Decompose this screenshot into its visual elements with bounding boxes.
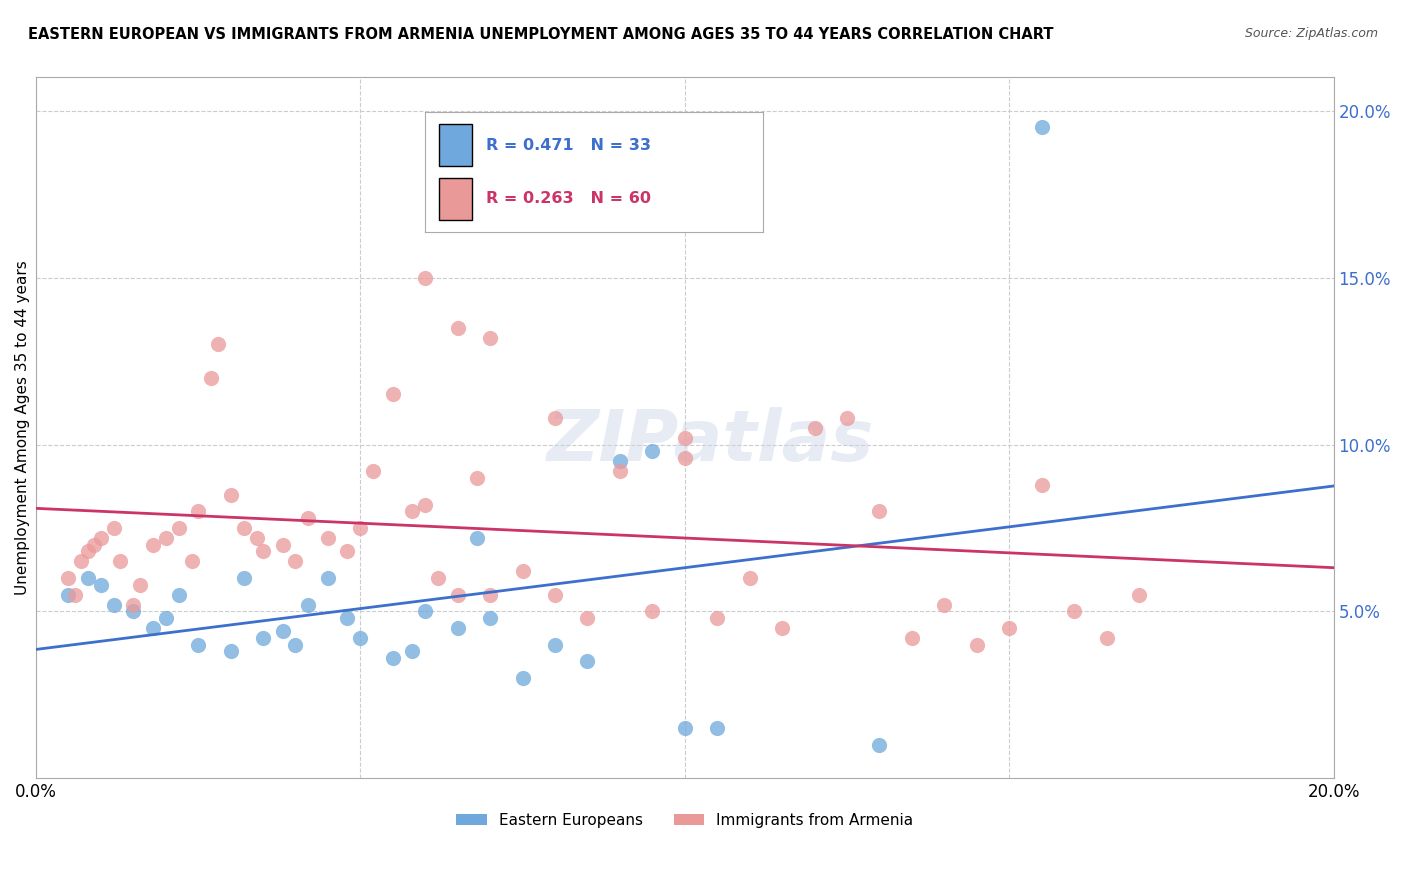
Point bbox=[934, 598, 956, 612]
Legend: Eastern Europeans, Immigrants from Armenia: Eastern Europeans, Immigrants from Armen… bbox=[450, 806, 920, 834]
Point bbox=[271, 538, 294, 552]
Point bbox=[1095, 631, 1118, 645]
Point bbox=[271, 624, 294, 639]
Point bbox=[401, 504, 423, 518]
Point bbox=[284, 638, 307, 652]
Point bbox=[673, 721, 696, 735]
Point bbox=[609, 454, 631, 468]
Point bbox=[103, 521, 125, 535]
Point bbox=[966, 638, 988, 652]
Point bbox=[401, 644, 423, 658]
Y-axis label: Unemployment Among Ages 35 to 44 years: Unemployment Among Ages 35 to 44 years bbox=[15, 260, 31, 595]
Point bbox=[167, 521, 190, 535]
Point bbox=[155, 531, 177, 545]
Point bbox=[544, 588, 567, 602]
Point bbox=[1063, 604, 1085, 618]
Point bbox=[155, 611, 177, 625]
Point bbox=[413, 270, 436, 285]
Point bbox=[512, 671, 534, 685]
Point bbox=[673, 450, 696, 465]
Point bbox=[381, 387, 404, 401]
Point bbox=[544, 410, 567, 425]
Text: Source: ZipAtlas.com: Source: ZipAtlas.com bbox=[1244, 27, 1378, 40]
Point bbox=[349, 631, 371, 645]
Point bbox=[122, 604, 145, 618]
Point bbox=[381, 651, 404, 665]
Point bbox=[544, 638, 567, 652]
Point bbox=[576, 611, 599, 625]
Point bbox=[673, 431, 696, 445]
Point bbox=[349, 521, 371, 535]
Text: EASTERN EUROPEAN VS IMMIGRANTS FROM ARMENIA UNEMPLOYMENT AMONG AGES 35 TO 44 YEA: EASTERN EUROPEAN VS IMMIGRANTS FROM ARME… bbox=[28, 27, 1053, 42]
Point bbox=[200, 371, 222, 385]
Point bbox=[465, 531, 488, 545]
Point bbox=[245, 531, 267, 545]
Point bbox=[901, 631, 924, 645]
Point bbox=[609, 464, 631, 478]
Point bbox=[252, 631, 274, 645]
Point bbox=[252, 544, 274, 558]
Point bbox=[90, 531, 112, 545]
Point bbox=[232, 571, 254, 585]
Point bbox=[803, 421, 825, 435]
Point bbox=[187, 638, 209, 652]
Point bbox=[58, 588, 80, 602]
Point bbox=[76, 571, 98, 585]
Point bbox=[316, 571, 339, 585]
Point bbox=[641, 444, 664, 458]
Point bbox=[180, 554, 202, 568]
Point bbox=[706, 611, 728, 625]
Text: ZIPatlas: ZIPatlas bbox=[547, 408, 875, 476]
Point bbox=[427, 571, 450, 585]
Point bbox=[479, 331, 502, 345]
Point bbox=[413, 604, 436, 618]
Point bbox=[363, 464, 385, 478]
Point bbox=[465, 471, 488, 485]
Point bbox=[142, 621, 165, 635]
Point bbox=[128, 577, 150, 591]
Point bbox=[413, 498, 436, 512]
Point bbox=[447, 588, 470, 602]
Point bbox=[1031, 120, 1053, 135]
Point bbox=[479, 588, 502, 602]
Point bbox=[219, 644, 242, 658]
Point bbox=[167, 588, 190, 602]
Point bbox=[336, 611, 359, 625]
Point bbox=[207, 337, 229, 351]
Point bbox=[706, 721, 728, 735]
Point bbox=[868, 738, 890, 752]
Point bbox=[479, 611, 502, 625]
Point bbox=[576, 655, 599, 669]
Point bbox=[297, 598, 319, 612]
Point bbox=[219, 487, 242, 501]
Point bbox=[70, 554, 93, 568]
Point bbox=[297, 511, 319, 525]
Point bbox=[868, 504, 890, 518]
Point bbox=[1128, 588, 1150, 602]
Point bbox=[58, 571, 80, 585]
Point bbox=[512, 564, 534, 578]
Point bbox=[1031, 477, 1053, 491]
Point bbox=[770, 621, 793, 635]
Point bbox=[122, 598, 145, 612]
Point bbox=[284, 554, 307, 568]
Point bbox=[232, 521, 254, 535]
Point bbox=[447, 320, 470, 334]
Point bbox=[738, 571, 761, 585]
Point bbox=[63, 588, 86, 602]
Point bbox=[142, 538, 165, 552]
Point bbox=[110, 554, 132, 568]
Point bbox=[641, 604, 664, 618]
Point bbox=[90, 577, 112, 591]
Point bbox=[76, 544, 98, 558]
Point bbox=[316, 531, 339, 545]
Point bbox=[998, 621, 1021, 635]
Point bbox=[83, 538, 105, 552]
Point bbox=[447, 621, 470, 635]
Point bbox=[103, 598, 125, 612]
Point bbox=[835, 410, 858, 425]
Point bbox=[336, 544, 359, 558]
Point bbox=[187, 504, 209, 518]
